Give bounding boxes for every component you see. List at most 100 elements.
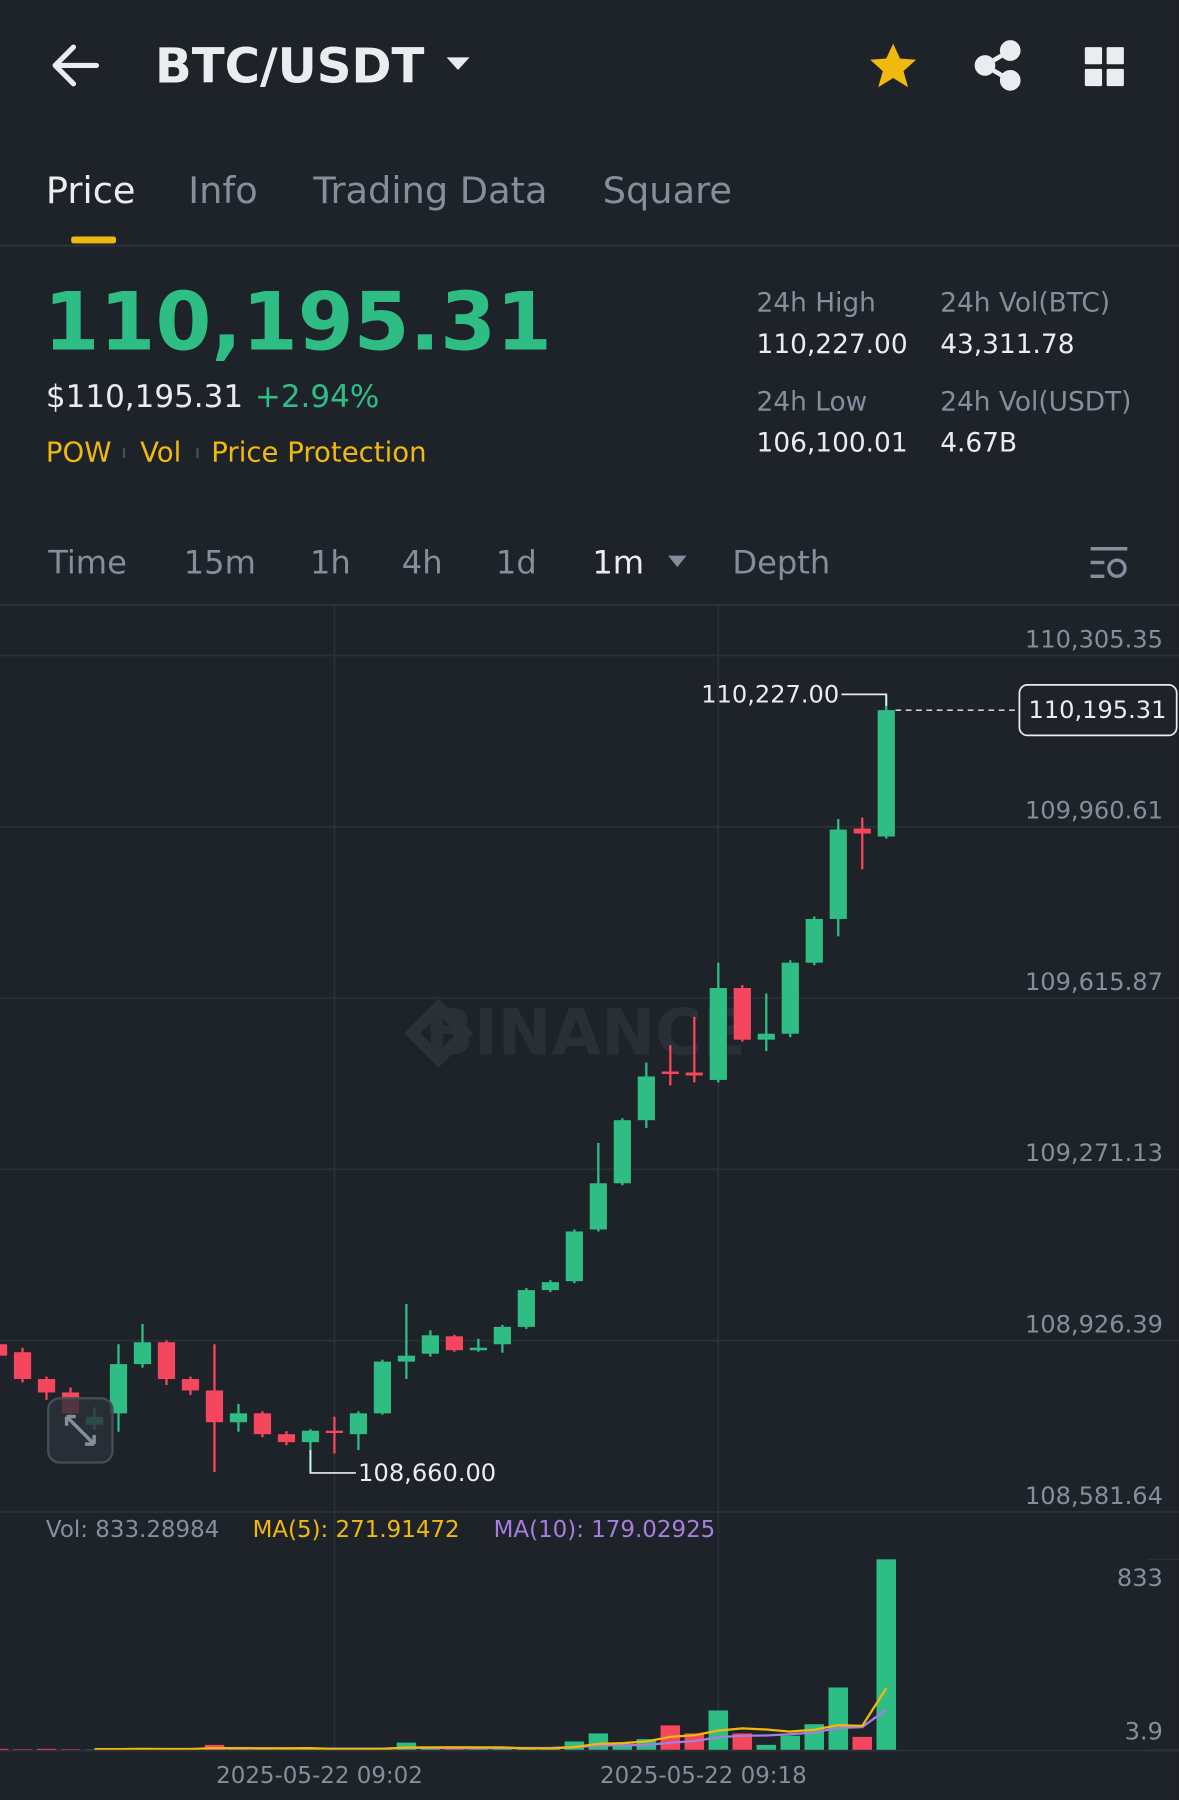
- back-button[interactable]: [52, 44, 100, 87]
- volume-info: Vol: 833.28984: [46, 1517, 219, 1543]
- volume-bar: [612, 1744, 633, 1751]
- stat-value: 110,227.00: [757, 329, 908, 360]
- candle-body: [469, 1347, 487, 1351]
- tab[interactable]: Price: [46, 169, 136, 212]
- candle-body: [493, 1326, 511, 1345]
- volume-bar: [0, 1748, 9, 1751]
- tab[interactable]: Square: [603, 169, 732, 212]
- interval[interactable]: 4h: [402, 544, 443, 582]
- pair-caret[interactable]: [446, 57, 470, 71]
- y-tick-label: 109,960.61: [1025, 797, 1163, 825]
- candle-body: [325, 1430, 344, 1433]
- share-icon[interactable]: [974, 40, 1021, 91]
- candle-body: [685, 1072, 703, 1076]
- last-price-label: 110,195.31: [1028, 696, 1166, 724]
- candle-body: [253, 1413, 272, 1435]
- candle-body: [517, 1290, 535, 1327]
- volume-bar: [36, 1748, 57, 1751]
- fullscreen-icon[interactable]: [64, 1414, 96, 1446]
- volume-tick-label: 3.9: [1125, 1717, 1163, 1745]
- favorite-icon[interactable]: [870, 43, 917, 88]
- interval[interactable]: 15m: [184, 544, 256, 582]
- stat-label: 24h Vol(BTC): [940, 288, 1110, 319]
- chart-settings-icon[interactable]: [1090, 547, 1128, 578]
- candle-body: [229, 1413, 248, 1423]
- pair-title[interactable]: BTC/USDT: [155, 39, 424, 95]
- volume-bar: [780, 1735, 801, 1751]
- watermark: BINANCE: [425, 996, 746, 1071]
- interval-caret[interactable]: [668, 555, 687, 568]
- candle-body: [301, 1430, 320, 1443]
- volume-tick-label: 833: [1117, 1564, 1163, 1592]
- candle-body: [397, 1355, 416, 1362]
- candle-body: [565, 1231, 583, 1282]
- y-tick-label: 110,305.35: [1025, 625, 1163, 653]
- x-tick-label: 2025-05-22 09:18: [600, 1763, 807, 1789]
- candle-body: [157, 1342, 176, 1380]
- tag[interactable]: Vol: [140, 436, 181, 468]
- candle-body: [541, 1282, 559, 1291]
- candle-body: [805, 918, 823, 963]
- candle-body: [277, 1434, 296, 1443]
- candle-body: [181, 1379, 200, 1391]
- candle-body: [709, 988, 727, 1080]
- stat-value: 106,100.01: [757, 428, 908, 459]
- tag[interactable]: POW: [46, 436, 112, 468]
- interval[interactable]: Time: [47, 544, 127, 582]
- candle-body: [13, 1352, 32, 1380]
- candle-body: [349, 1413, 368, 1435]
- candle-body: [781, 962, 799, 1034]
- interval[interactable]: Depth: [732, 544, 830, 582]
- price-change: +2.94%: [255, 379, 379, 415]
- tab[interactable]: Info: [188, 169, 257, 212]
- stat-value: 43,311.78: [940, 329, 1074, 360]
- last-price-box: [1018, 684, 1178, 737]
- candle-body: [373, 1361, 392, 1414]
- usd-price: $110,195.31: [46, 379, 243, 415]
- candle-body: [757, 1033, 775, 1040]
- high-marker-line: [841, 693, 888, 706]
- candle-body: [877, 710, 895, 837]
- tab-indicator: [71, 236, 116, 244]
- x-tick-label: 2025-05-22 09:02: [216, 1763, 423, 1789]
- candle-body: [37, 1379, 56, 1393]
- layout-icon[interactable]: [1084, 47, 1124, 87]
- last-price: 110,195.31: [44, 274, 552, 368]
- y-tick-label: 108,926.39: [1025, 1311, 1163, 1339]
- tab[interactable]: Trading Data: [312, 169, 547, 212]
- candle-body: [0, 1344, 8, 1356]
- stat-label: 24h Low: [757, 386, 868, 417]
- volume-bar: [756, 1744, 777, 1751]
- y-tick-label: 109,271.13: [1025, 1139, 1163, 1167]
- ma5-line: [94, 1687, 888, 1751]
- volume-bar: [588, 1733, 609, 1751]
- interval[interactable]: 1h: [310, 544, 351, 582]
- low-marker-line: [309, 1449, 356, 1474]
- interval[interactable]: 1d: [496, 544, 537, 582]
- volume-bar: [732, 1733, 753, 1751]
- candle-body: [109, 1364, 128, 1414]
- stat-value: 4.67B: [940, 428, 1017, 459]
- volume-bar: [492, 1748, 513, 1751]
- candle-body: [205, 1390, 224, 1423]
- chart: 110,305.35 109,960.61 109,615.87 109,271.13…: [0, 606, 1179, 1789]
- ma5-info: MA(5): 271.91472: [253, 1517, 460, 1543]
- candle-body: [853, 828, 871, 834]
- tag-separator: [122, 447, 126, 459]
- volume-bar: [420, 1747, 441, 1751]
- volume-bar: [444, 1748, 465, 1751]
- tag[interactable]: Price Protection: [211, 436, 426, 468]
- high-marker-label: 110,227.00: [701, 680, 839, 708]
- candle-body: [829, 829, 847, 919]
- stat-label: 24h Vol(USDT): [940, 386, 1131, 417]
- candle-body: [733, 988, 751, 1040]
- candle-body: [421, 1335, 440, 1354]
- y-tick-label: 109,615.87: [1025, 968, 1163, 996]
- interval[interactable]: 1m: [592, 544, 644, 582]
- candle-body: [133, 1342, 152, 1365]
- volume-bar: [828, 1687, 849, 1751]
- candle-body: [613, 1120, 631, 1184]
